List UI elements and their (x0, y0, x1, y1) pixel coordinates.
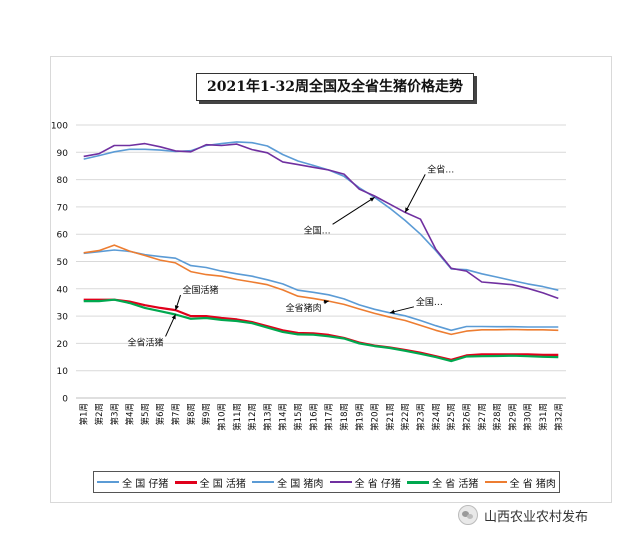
x-tick-label: 第12周 (247, 403, 258, 431)
x-tick-label: 第16周 (308, 403, 319, 431)
x-tick-label: 第1周 (79, 403, 90, 425)
y-tick-label: 10 (57, 367, 69, 377)
series-line-2 (83, 249, 559, 332)
x-tick-label: 第2周 (94, 403, 105, 425)
legend-swatch (174, 480, 197, 484)
chart-title: 2021年1-32周全国及全省生猪价格走势 (207, 79, 463, 95)
x-tick-label: 第8周 (186, 403, 197, 425)
legend-item: 全 省 活猪 (407, 475, 478, 490)
legend-label: 全 国 仔猪 (122, 478, 169, 490)
legend-swatch (484, 481, 507, 483)
x-tick-label: 第3周 (109, 403, 120, 425)
x-tick-label: 第19周 (354, 403, 365, 431)
annotation-arrowhead (174, 305, 180, 311)
annotation-label: 全国… (304, 224, 331, 236)
x-tick-label: 第4周 (125, 403, 136, 425)
annotation-arrowhead (389, 309, 395, 314)
x-tick-label: 第13周 (262, 403, 273, 431)
legend-swatch (252, 481, 275, 483)
annotation-label: 全省猪肉 (286, 302, 322, 314)
legend-label: 全 国 活猪 (199, 478, 246, 490)
legend-label: 全 省 猪肉 (509, 478, 556, 490)
series-line-4 (83, 298, 559, 363)
x-tick-label: 第21周 (385, 403, 396, 431)
watermark-text: 山西农业农村发布 (484, 509, 589, 525)
x-tick-label: 第30周 (523, 403, 534, 431)
legend-label: 全 省 活猪 (432, 478, 479, 490)
legend-swatch (97, 481, 120, 483)
wechat-icon (458, 505, 478, 525)
legend-item: 全 国 猪肉 (252, 475, 323, 490)
y-tick-label: 0 (62, 395, 68, 405)
y-tick-label: 40 (57, 285, 69, 295)
x-tick-label: 第17周 (324, 403, 335, 431)
legend-item: 全 省 猪肉 (484, 475, 556, 490)
y-tick-label: 60 (57, 231, 69, 241)
legend-item: 全 国 仔猪 (97, 475, 168, 490)
x-tick-label: 第27周 (477, 403, 488, 431)
annotation-arrowhead (171, 314, 176, 320)
watermark: 山西农业农村发布 (458, 505, 588, 525)
x-tick-label: 第7周 (171, 403, 182, 425)
x-tick-label: 第31周 (538, 403, 549, 431)
x-tick-label: 第29周 (507, 403, 518, 431)
annotation-arrowhead (369, 197, 375, 202)
y-tick-label: 20 (57, 340, 69, 350)
x-tick-label: 第23周 (416, 403, 427, 431)
y-tick-label: 100 (51, 122, 68, 132)
x-tick-label: 第14周 (278, 403, 289, 431)
x-tick-label: 第24周 (431, 403, 442, 431)
x-tick-label: 第5周 (140, 403, 151, 425)
x-tick-label: 第22周 (400, 403, 411, 431)
annotation-arrowhead (405, 207, 410, 213)
x-tick-label: 第20周 (370, 403, 381, 431)
x-tick-label: 第26周 (461, 403, 472, 431)
series-line-3 (83, 142, 559, 300)
series-line-0 (83, 141, 559, 291)
legend-item: 全 国 活猪 (174, 475, 246, 490)
y-tick-label: 30 (57, 313, 69, 323)
series-line-1 (83, 298, 559, 361)
legend-item: 全 省 仔猪 (329, 475, 401, 490)
series-line-5 (83, 244, 559, 336)
chart-legend: 全 国 仔猪 全 国 活猪 全 国 猪肉 全 省 仔猪 全 省 活猪 全 省 猪肉 (93, 471, 560, 493)
x-tick-label: 第28周 (492, 403, 503, 431)
annotation-label: 全省活猪 (128, 336, 164, 348)
x-tick-label: 第15周 (293, 403, 304, 431)
x-tick-label: 第6周 (155, 403, 166, 425)
annotation-leader (332, 196, 375, 225)
x-tick-label: 第32周 (553, 403, 564, 431)
x-tick-label: 第25周 (446, 403, 457, 431)
y-tick-label: 90 (57, 149, 69, 159)
y-tick-label: 50 (57, 258, 69, 268)
legend-label: 全 省 仔猪 (354, 478, 401, 490)
legend-label: 全 国 猪肉 (277, 478, 324, 490)
annotation-label: 全国活猪 (183, 284, 219, 296)
legend-swatch (407, 480, 430, 484)
annotation-label: 全省… (427, 163, 454, 175)
x-tick-label: 第11周 (232, 403, 243, 431)
annotation-leader (404, 174, 426, 213)
annotation-arrowhead (323, 299, 329, 305)
x-tick-label: 第9周 (201, 403, 212, 425)
annotation-label: 全国… (416, 296, 443, 308)
x-tick-label: 第18周 (339, 403, 350, 431)
y-tick-label: 70 (57, 203, 69, 213)
y-tick-label: 80 (57, 176, 69, 186)
chart-title-box: 2021年1-32周全国及全省生猪价格走势 (196, 73, 474, 101)
chart-frame (50, 56, 612, 503)
legend-swatch (329, 481, 352, 483)
x-tick-label: 第10周 (216, 403, 227, 431)
